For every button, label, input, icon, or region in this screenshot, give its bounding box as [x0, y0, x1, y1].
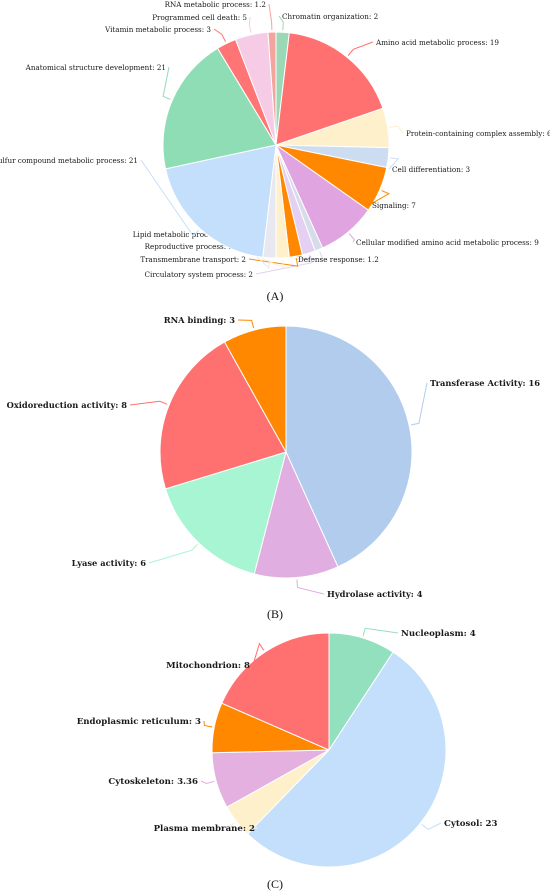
slice-label: Transferase Activity: 16 — [430, 378, 540, 388]
pie-chart-b: Transferase Activity: 16 Hydrolase activi… — [7, 315, 541, 599]
leader-line — [389, 125, 404, 134]
leader-line — [252, 642, 265, 666]
slice-label: Vitamin metabolic process: 3 — [104, 25, 211, 34]
leader-line — [347, 41, 374, 56]
leader-line — [368, 190, 391, 206]
leader-line — [348, 233, 356, 243]
leader-line — [200, 780, 215, 785]
leader-line — [213, 28, 226, 42]
slice-label: Lipid metabolic process: 2 — [133, 230, 229, 239]
pie-slice-anatomical-structure-development — [162, 47, 277, 170]
leader-line — [388, 157, 400, 170]
leader-line — [248, 16, 252, 33]
leader-line — [278, 15, 284, 31]
slice-label: Programmed cell death: 5 — [152, 13, 247, 22]
slice-label: Oxidoreduction activity: 8 — [7, 400, 128, 410]
pie-slice-oxidoreduction-activity — [159, 341, 287, 490]
leader-line — [248, 258, 299, 267]
pie-slice-amino-acid-metabolic-process — [275, 32, 384, 146]
slice-label: Circulatory system process: 2 — [145, 270, 253, 279]
leader-line — [226, 822, 259, 829]
slice-label: Cytosol: 23 — [444, 819, 498, 829]
slice-label: Cytoskeleton: 3.36 — [108, 777, 198, 787]
slice-label: Cellular modified amino acid metabolic p… — [356, 238, 539, 247]
leader-line — [148, 544, 198, 564]
leader-line — [140, 159, 199, 237]
slice-label: RNA metabolic process: 1.2 — [165, 0, 266, 9]
slice-label: Signaling: 7 — [372, 201, 416, 210]
pie-slice-rna-metabolic-process — [267, 31, 277, 146]
slice-label: Mitochondrion: 8 — [166, 661, 250, 671]
leader-line — [410, 382, 428, 426]
leader-line — [268, 3, 273, 31]
slice-label: Transmembrane transport: 2 — [140, 255, 246, 264]
slice-label: Lyase activity: 6 — [72, 558, 147, 568]
leader-line — [294, 251, 324, 260]
slice-label: Amino acid metabolic process: 19 — [375, 38, 499, 47]
slice-label: Sulfur compound metabolic process: 21 — [0, 156, 138, 165]
slice-label: Defense response: 1.2 — [298, 255, 379, 264]
slice-label: Endoplasmic reticulum: 3 — [77, 717, 201, 727]
pie-slice-mitochondrion — [221, 632, 330, 751]
leader-line — [129, 400, 168, 406]
leader-line — [362, 627, 399, 637]
leader-line — [237, 319, 255, 329]
pie-slice-hydrolase-activity — [253, 450, 339, 579]
pie-chart-a: Chromatin organization: 2 Amino acid meta… — [0, 0, 550, 279]
pie-slice-rna-binding — [223, 325, 287, 454]
leader-line — [162, 66, 171, 100]
slice-label: Anatomical structure development: 21 — [25, 63, 166, 72]
panel-label-a: (A) — [267, 289, 284, 303]
slice-label: RNA binding: 3 — [164, 315, 236, 325]
pie-slice-lyase-activity — [164, 451, 287, 575]
pie-slice-transferase-activity — [285, 325, 413, 568]
leader-line — [296, 579, 325, 595]
pie-chart-c: Nucleoplasm: 4 Cytosol: 23 Plasma membrane… — [77, 627, 498, 868]
panel-label-c: (C) — [267, 877, 283, 891]
pie-slice-sulfur-compound-metabolic-process — [164, 144, 277, 258]
panel-label-b: (B) — [267, 607, 283, 621]
slice-label: Chromatin organization: 2 — [282, 12, 378, 21]
slice-label: Nucleoplasm: 4 — [401, 629, 476, 639]
leader-line — [421, 822, 442, 830]
slice-label: Reproductive process: 2 — [145, 242, 233, 251]
slice-label: Hydrolase activity: 4 — [327, 589, 423, 599]
leader-line — [255, 254, 313, 275]
slice-label: Plasma membrane: 2 — [154, 824, 255, 834]
slice-label: Protein-containing complex assembly: 6 — [406, 129, 550, 138]
pie-slice-cytosol — [246, 651, 447, 868]
leader-line — [203, 720, 213, 728]
slice-label: Cell differentiation: 3 — [392, 165, 471, 174]
